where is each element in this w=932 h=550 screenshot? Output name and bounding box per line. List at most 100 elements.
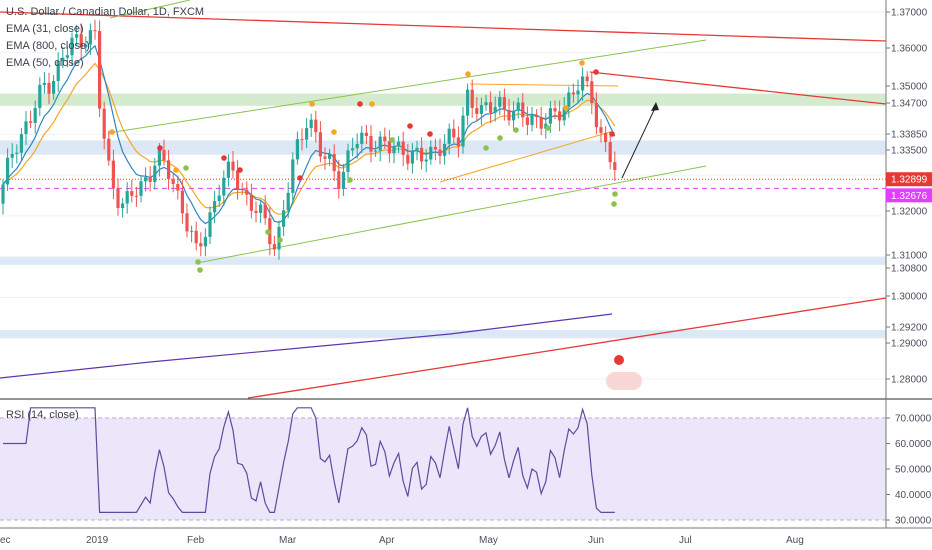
candle-body-92 bbox=[424, 159, 428, 162]
candle-body-41 bbox=[190, 230, 194, 232]
signal-dot-4 bbox=[195, 259, 201, 265]
candle-body-68 bbox=[314, 119, 318, 133]
candle-body-5 bbox=[24, 121, 28, 135]
trend-line-bottom bbox=[247, 297, 887, 399]
candle-body-94 bbox=[433, 146, 437, 150]
ema-31-legend: EMA (31, close) bbox=[6, 23, 84, 35]
candle-body-76 bbox=[351, 148, 355, 151]
signal-dot-21 bbox=[497, 135, 503, 141]
candle-body-124 bbox=[571, 92, 575, 95]
candle-body-81 bbox=[374, 150, 378, 152]
candle-body-40 bbox=[185, 213, 189, 232]
signal-dot-28 bbox=[612, 191, 618, 197]
candle-body-30 bbox=[139, 181, 143, 196]
signal-dot-25 bbox=[579, 60, 585, 66]
ema-50-legend: EMA (50, close) bbox=[6, 57, 84, 69]
candle-body-122 bbox=[562, 107, 566, 121]
candle-body-123 bbox=[567, 92, 571, 108]
candle-body-34 bbox=[157, 150, 161, 166]
time-label-2: Feb bbox=[187, 535, 205, 546]
candle-body-27 bbox=[125, 191, 129, 204]
candle-body-35 bbox=[162, 150, 166, 161]
time-label-6: Jun bbox=[588, 535, 604, 546]
rsi-pane bbox=[0, 398, 932, 521]
candle-body-116 bbox=[535, 115, 539, 118]
time-label-0: ec bbox=[0, 535, 11, 546]
candle-body-42 bbox=[194, 230, 198, 244]
candle-body-6 bbox=[29, 121, 33, 123]
signal-dot-17 bbox=[407, 123, 413, 129]
candle-body-45 bbox=[208, 212, 212, 237]
arrow-head bbox=[651, 102, 659, 111]
signal-dot-6 bbox=[221, 155, 227, 161]
candle-body-59 bbox=[272, 244, 276, 250]
candle-body-47 bbox=[217, 195, 221, 202]
signal-dot-11 bbox=[309, 101, 315, 107]
candle-body-33 bbox=[153, 165, 157, 182]
signal-dot-24 bbox=[563, 105, 569, 111]
zone-2 bbox=[0, 256, 886, 265]
price-tick-label-12: 1.28000 bbox=[891, 375, 928, 386]
signal-dot-16 bbox=[389, 137, 395, 143]
candle-body-90 bbox=[415, 147, 419, 151]
candle-body-51 bbox=[236, 170, 240, 190]
price-tick-label-9: 1.30000 bbox=[891, 292, 928, 303]
ema-800-legend: EMA (800, close) bbox=[6, 40, 90, 52]
price-tick-label-8: 1.30800 bbox=[891, 264, 928, 275]
candle-body-73 bbox=[337, 171, 341, 189]
candle-body-49 bbox=[226, 161, 230, 178]
channel-top-edge bbox=[109, 0, 191, 19]
candle-body-2 bbox=[10, 154, 14, 158]
candle-body-132 bbox=[608, 142, 612, 163]
signal-dot-13 bbox=[347, 177, 353, 183]
rsi-tick-label-2: 50.0000 bbox=[895, 465, 932, 476]
candle-body-109 bbox=[502, 97, 506, 110]
candle-body-46 bbox=[213, 201, 217, 213]
candle-body-95 bbox=[438, 149, 442, 156]
time-label-3: Mar bbox=[279, 535, 297, 546]
signal-dot-15 bbox=[369, 101, 375, 107]
candle-body-1 bbox=[6, 157, 10, 185]
candle-body-13 bbox=[61, 57, 65, 61]
candle-body-39 bbox=[180, 190, 184, 214]
candle-body-23 bbox=[107, 138, 111, 161]
candle-body-3 bbox=[15, 152, 19, 155]
channel-upper bbox=[107, 39, 707, 134]
candle-body-65 bbox=[300, 139, 304, 141]
candle-body-55 bbox=[254, 210, 258, 213]
candle-body-18 bbox=[84, 44, 88, 48]
candle-body-121 bbox=[558, 111, 562, 121]
candle-body-9 bbox=[42, 82, 46, 85]
price-tick-label-11: 1.29000 bbox=[891, 339, 928, 350]
price-tick-label-1: 1.36000 bbox=[891, 44, 928, 55]
candle-body-54 bbox=[249, 194, 253, 211]
signal-dot-9 bbox=[277, 237, 283, 243]
candle-body-50 bbox=[231, 161, 235, 171]
chart-title: U.S. Dollar / Canadian Dollar, 1D, FXCM bbox=[6, 6, 205, 18]
candle-body-107 bbox=[493, 106, 497, 113]
time-label-7: Jul bbox=[679, 535, 692, 546]
candle-body-85 bbox=[392, 146, 396, 154]
price-tick-label-10: 1.29200 bbox=[891, 323, 928, 334]
signal-dot-10 bbox=[297, 175, 303, 181]
candle-body-80 bbox=[369, 135, 373, 152]
candle-body-72 bbox=[332, 154, 336, 172]
candle-body-52 bbox=[240, 189, 244, 191]
time-label-4: Apr bbox=[379, 535, 395, 546]
candle-body-10 bbox=[47, 82, 51, 94]
candle-body-25 bbox=[116, 188, 120, 209]
candle-body-53 bbox=[245, 189, 249, 195]
channel-lower bbox=[196, 165, 707, 264]
rsi-tick-label-1: 60.0000 bbox=[895, 439, 932, 450]
candle-body-36 bbox=[167, 160, 171, 180]
time-label-8: Aug bbox=[786, 535, 804, 546]
candle-body-24 bbox=[111, 160, 115, 189]
price-tick-label-4: 1.33850 bbox=[891, 130, 928, 141]
candle-body-21 bbox=[98, 30, 102, 109]
signal-dot-12 bbox=[331, 129, 337, 135]
event-badge-ca bbox=[614, 355, 624, 365]
signal-dot-3 bbox=[183, 165, 189, 171]
candle-body-26 bbox=[121, 203, 125, 209]
rsi-band bbox=[0, 418, 886, 520]
